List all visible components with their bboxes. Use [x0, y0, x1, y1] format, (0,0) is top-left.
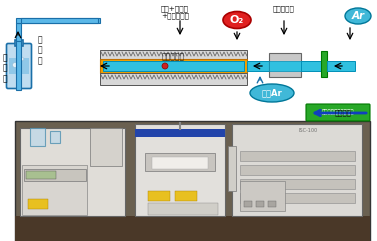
Bar: [103, 61, 244, 71]
Text: 自動挿入: 自動挿入: [334, 109, 351, 116]
Bar: [269, 61, 301, 71]
Bar: [244, 201, 252, 207]
Bar: [20, 128, 125, 216]
Bar: [0, 0, 377, 118]
Text: 管状電気炉: 管状電気炉: [161, 53, 185, 61]
Bar: [26, 171, 56, 179]
Text: 洗
浄
水: 洗 浄 水: [38, 35, 42, 65]
Bar: [247, 61, 272, 71]
Bar: [135, 124, 225, 216]
Bar: [321, 51, 327, 77]
Ellipse shape: [250, 84, 294, 102]
FancyBboxPatch shape: [306, 104, 370, 121]
Bar: [145, 153, 215, 171]
Circle shape: [12, 62, 17, 67]
Bar: [22, 165, 87, 215]
Text: O₂: O₂: [230, 15, 244, 25]
Text: 試料投入口: 試料投入口: [273, 5, 295, 12]
Bar: [9, 58, 29, 74]
Bar: [15, 40, 23, 46]
Text: 加湿Ar: 加湿Ar: [262, 88, 282, 98]
Bar: [228, 146, 236, 191]
Bar: [268, 201, 276, 207]
FancyBboxPatch shape: [6, 43, 32, 88]
Ellipse shape: [345, 8, 371, 24]
Bar: [16, 23, 21, 41]
Text: Ar: Ar: [351, 11, 365, 21]
Bar: [21, 18, 98, 23]
Bar: [175, 191, 197, 201]
Bar: [152, 157, 208, 169]
Bar: [30, 128, 45, 146]
Bar: [240, 179, 355, 189]
Text: 試料+ボート
+助燃材など: 試料+ボート +助燃材など: [161, 5, 189, 19]
Bar: [16, 41, 21, 90]
Bar: [16, 18, 100, 23]
Bar: [28, 199, 48, 209]
Circle shape: [162, 63, 168, 69]
Bar: [100, 59, 247, 73]
Bar: [269, 53, 301, 77]
Bar: [100, 73, 247, 85]
Bar: [135, 129, 225, 137]
Bar: [15, 216, 370, 241]
Text: ゲートコントローラー: ゲートコントローラー: [322, 109, 354, 115]
Ellipse shape: [223, 12, 251, 28]
Bar: [240, 165, 355, 175]
Bar: [100, 50, 247, 62]
Text: ISC-100: ISC-100: [299, 127, 317, 133]
Bar: [24, 169, 86, 181]
Bar: [240, 193, 355, 203]
Bar: [148, 191, 170, 201]
Bar: [240, 151, 355, 161]
Bar: [148, 203, 218, 215]
Circle shape: [20, 57, 24, 61]
Bar: [50, 131, 60, 143]
Text: 吸
収
液: 吸 収 液: [3, 53, 8, 83]
Bar: [240, 181, 285, 211]
Bar: [301, 61, 323, 71]
Bar: [90, 128, 122, 166]
Bar: [256, 201, 264, 207]
Bar: [327, 61, 355, 71]
Bar: [232, 124, 362, 216]
Bar: [15, 121, 370, 241]
